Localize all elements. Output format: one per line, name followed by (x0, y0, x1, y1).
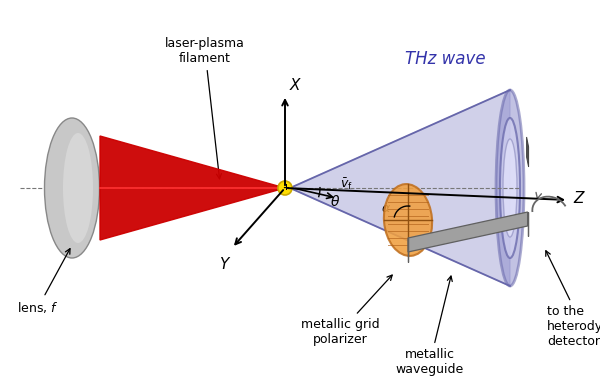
Ellipse shape (503, 139, 517, 237)
Polygon shape (100, 136, 285, 240)
Polygon shape (527, 137, 529, 167)
Polygon shape (290, 90, 510, 286)
Text: +: + (283, 183, 290, 193)
Text: $\theta$: $\theta$ (330, 194, 340, 209)
Polygon shape (408, 212, 527, 252)
Text: $\alpha$: $\alpha$ (381, 203, 391, 215)
Text: laser-plasma
filament: laser-plasma filament (165, 37, 245, 179)
Text: lens, $f$: lens, $f$ (17, 249, 70, 315)
Text: to the
heterodyne
detector: to the heterodyne detector (546, 251, 600, 348)
Text: $X$: $X$ (289, 77, 302, 93)
Ellipse shape (44, 118, 100, 258)
Text: metallic
waveguide: metallic waveguide (396, 276, 464, 376)
Ellipse shape (384, 184, 432, 256)
Text: metallic grid
polarizer: metallic grid polarizer (301, 275, 392, 346)
Text: THz wave: THz wave (404, 50, 485, 68)
Ellipse shape (63, 133, 93, 243)
Ellipse shape (500, 118, 520, 258)
Text: $\bar{v}_\mathrm{f}$: $\bar{v}_\mathrm{f}$ (340, 176, 353, 192)
Ellipse shape (278, 181, 292, 195)
Ellipse shape (496, 90, 524, 286)
Text: $Y$: $Y$ (219, 256, 231, 272)
Text: $Z$: $Z$ (573, 190, 586, 206)
